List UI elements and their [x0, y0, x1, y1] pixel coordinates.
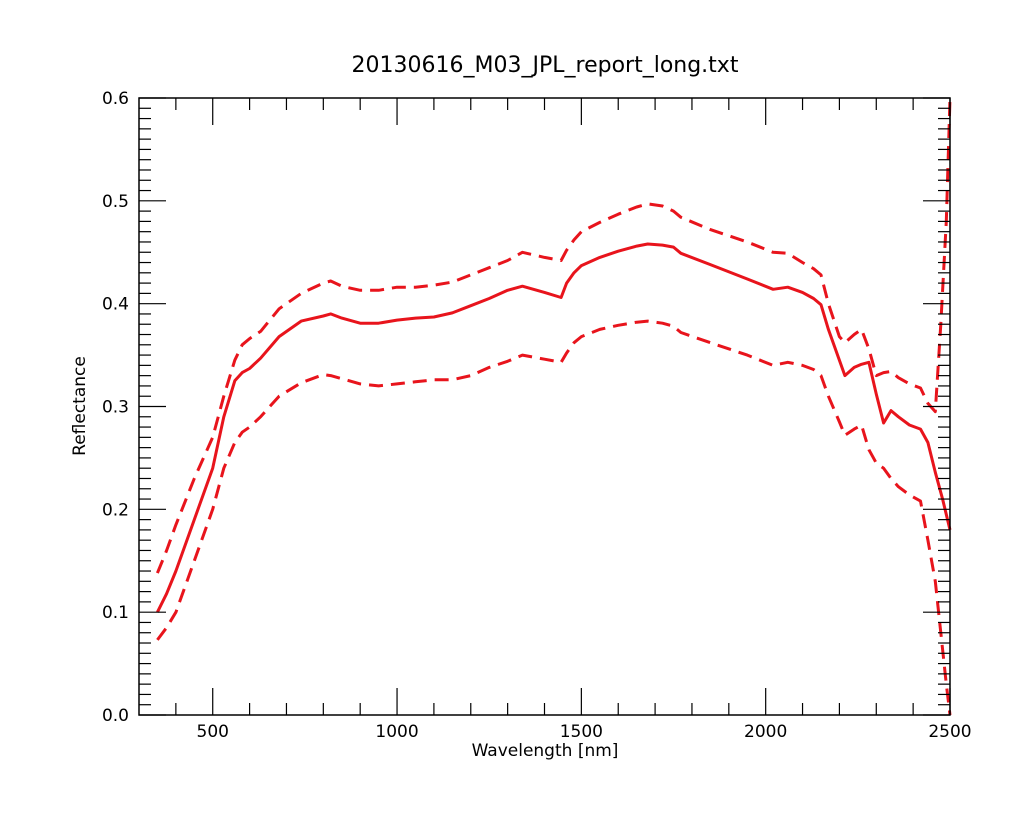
axes-layer: 500 1000 1500 2000 2500 0.0 0.1 0.2 0.3 0.4 0.5 0.6 [102, 89, 972, 742]
chart-title: 20130616_M03_JPL_report_long.txt [352, 53, 739, 78]
series-layer [156, 97, 952, 716]
x-tick-label: 2000 [744, 722, 787, 742]
y-tick-label: 0.6 [102, 89, 129, 109]
y-tick-label: 0.1 [102, 603, 129, 623]
x-axis-title: Wavelength [nm] [472, 741, 619, 761]
y-tick-label: 0.3 [102, 398, 129, 418]
x-tick-label: 500 [197, 722, 229, 742]
y-axis-title: Reflectance [70, 356, 90, 456]
solid-series-line-0 [156, 242, 952, 613]
y-tick-label: 0.0 [102, 706, 129, 726]
plot-frame [138, 97, 951, 716]
x-tick-label: 2500 [928, 722, 971, 742]
x-tick-label: 1000 [375, 722, 418, 742]
dashed-series-line-1 [156, 97, 952, 574]
y-tick-label: 0.2 [102, 500, 129, 520]
y-tick-label: 0.4 [102, 295, 129, 315]
y-tick-label: 0.5 [102, 192, 129, 212]
x-tick-label: 1500 [560, 722, 603, 742]
dashed-series-line-2 [156, 319, 952, 716]
